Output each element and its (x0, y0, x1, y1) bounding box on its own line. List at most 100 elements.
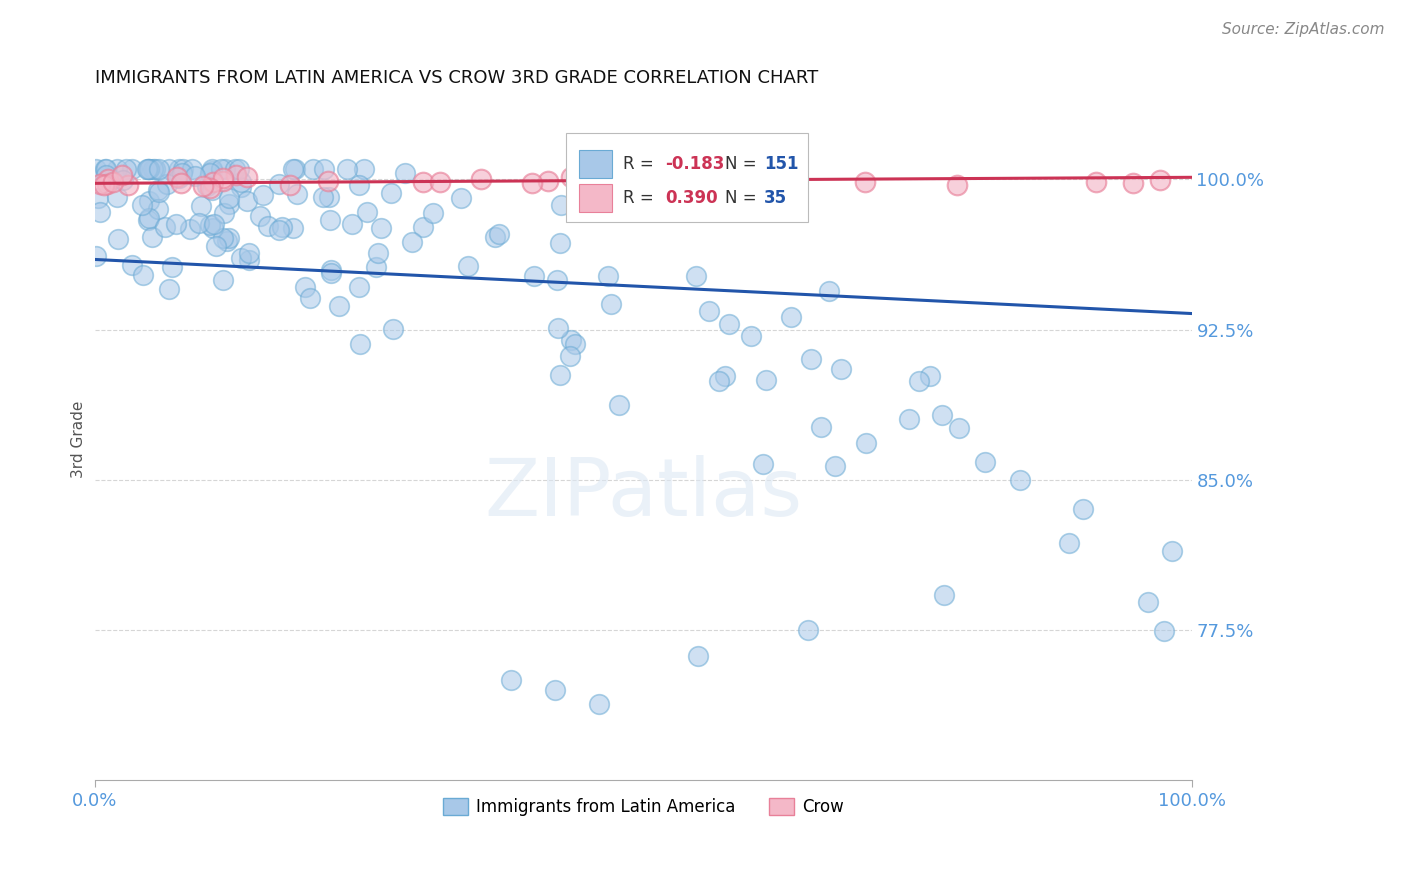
Point (717, 317, 740, 331)
Point (294, 280, 316, 294)
Point (211, 273, 233, 287)
Point (112, 173, 135, 187)
Point (181, 162, 204, 177)
Point (157, 282, 180, 296)
Point (132, 268, 155, 282)
Point (231, 175, 253, 189)
Legend: Immigrants from Latin America, Crow: Immigrants from Latin America, Crow (436, 791, 851, 823)
Point (166, 170, 188, 185)
Point (520, 176, 543, 190)
Point (218, 191, 240, 205)
Point (191, 179, 214, 194)
Point (148, 186, 170, 200)
Point (198, 181, 221, 195)
Point (484, 230, 506, 244)
Point (546, 273, 568, 287)
Point (201, 162, 224, 177)
Point (742, 169, 765, 184)
Point (299, 291, 322, 305)
Point (312, 190, 335, 204)
Point (136, 162, 159, 177)
Point (252, 188, 274, 202)
Point (775, 172, 797, 186)
Point (187, 216, 209, 230)
Point (718, 169, 741, 183)
Point (84, 249, 107, 263)
Point (201, 164, 224, 178)
Point (370, 220, 392, 235)
Point (523, 268, 546, 283)
Point (898, 412, 921, 426)
Point (1059, 535, 1081, 549)
Y-axis label: 3rd Grade: 3rd Grade (72, 401, 86, 478)
Point (364, 260, 387, 274)
Point (1071, 501, 1094, 516)
Point (946, 178, 969, 192)
Point (349, 337, 371, 351)
Point (267, 222, 290, 236)
Point (948, 421, 970, 435)
Point (131, 198, 153, 212)
Point (931, 408, 953, 422)
Point (198, 218, 221, 232)
Point (1161, 544, 1184, 558)
Point (138, 194, 160, 208)
Point (908, 374, 931, 388)
Point (214, 162, 236, 177)
Point (321, 266, 343, 280)
Point (752, 457, 775, 471)
Text: IMMIGRANTS FROM LATIN AMERICA VS CROW 3RD GRADE CORRELATION CHART: IMMIGRANTS FROM LATIN AMERICA VS CROW 3R… (94, 69, 818, 87)
Point (796, 623, 818, 637)
Point (96, 162, 118, 177)
Point (550, 198, 572, 212)
Point (470, 171, 492, 186)
Point (96, 178, 118, 192)
Point (195, 179, 218, 194)
Point (284, 162, 307, 177)
Point (121, 258, 143, 272)
Point (800, 352, 823, 367)
Point (198, 166, 221, 180)
Point (281, 221, 304, 235)
Point (136, 162, 159, 177)
Point (225, 169, 247, 183)
Point (238, 245, 260, 260)
Point (179, 222, 201, 236)
Point (688, 178, 710, 192)
Point (347, 280, 370, 294)
Point (353, 162, 375, 177)
Point (600, 297, 623, 311)
Point (501, 673, 523, 687)
Point (544, 683, 567, 698)
Point (314, 162, 336, 177)
Point (103, 175, 125, 189)
Point (121, 162, 143, 177)
Text: R =: R = (623, 189, 659, 207)
Point (214, 205, 236, 219)
Point (148, 202, 170, 217)
Point (153, 219, 176, 234)
Point (283, 162, 305, 177)
Point (934, 588, 956, 602)
Point (429, 175, 451, 189)
Point (714, 368, 737, 383)
Point (412, 175, 434, 189)
Point (218, 230, 240, 244)
Point (786, 177, 808, 191)
Point (537, 174, 560, 188)
Point (190, 199, 212, 213)
Point (94, 168, 117, 182)
Point (93, 178, 115, 192)
Point (920, 368, 942, 383)
Point (138, 211, 160, 226)
Text: -0.183: -0.183 (665, 155, 724, 173)
Text: 151: 151 (763, 155, 799, 173)
Point (810, 420, 832, 434)
Point (488, 227, 510, 241)
Point (202, 217, 225, 231)
Point (382, 322, 405, 336)
Point (1149, 173, 1171, 187)
Point (231, 180, 253, 194)
Point (316, 174, 339, 188)
Point (236, 194, 259, 208)
